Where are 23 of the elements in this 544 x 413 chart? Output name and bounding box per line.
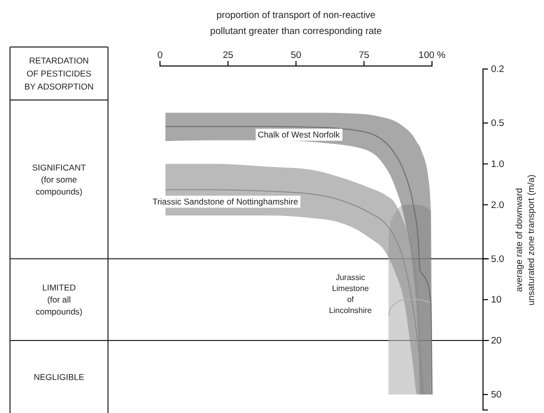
x-tick-label: 50 xyxy=(290,50,302,61)
text: Jurassic Limestone of Lincolnshire xyxy=(329,273,372,316)
y-tick-label: 1.0 xyxy=(491,158,504,170)
line-series xyxy=(388,299,432,317)
y-tick-label: 20 xyxy=(491,336,502,347)
series-label: Chalk of West Norfolk xyxy=(258,130,340,140)
text: NEGLIGIBLE xyxy=(34,372,85,382)
y-axis-title: average rate of downward unsaturated zone transport (m/a) xyxy=(514,174,536,306)
x-axis-title: proportion of transport of non-reactive pollutant greater than corresponding rate xyxy=(210,10,382,37)
y-tick-label: 2.0 xyxy=(491,200,504,211)
y-tick-label: 50 xyxy=(491,390,502,401)
x-tick-label: 75 xyxy=(358,50,370,61)
series-label: Triassic Sandstone of Nottinghamshire xyxy=(152,196,298,207)
x-tick-label: 25 xyxy=(222,50,234,61)
y-tick-label: 0.2 xyxy=(491,64,504,76)
y-tick-label: 5.0 xyxy=(491,254,504,265)
x-tick-label: 0 xyxy=(157,50,163,61)
text: LIMITED (for all compounds) xyxy=(36,282,83,317)
text: RETARDATION OF PESTICIDES BY ADSORPTION xyxy=(24,56,94,92)
y-tick-label: 10 xyxy=(491,294,502,306)
text: SIGNIFICANT (for some compounds) xyxy=(32,162,86,196)
y-tick-label: 0.5 xyxy=(491,118,504,130)
x-tick-label: 100 % xyxy=(418,50,446,61)
